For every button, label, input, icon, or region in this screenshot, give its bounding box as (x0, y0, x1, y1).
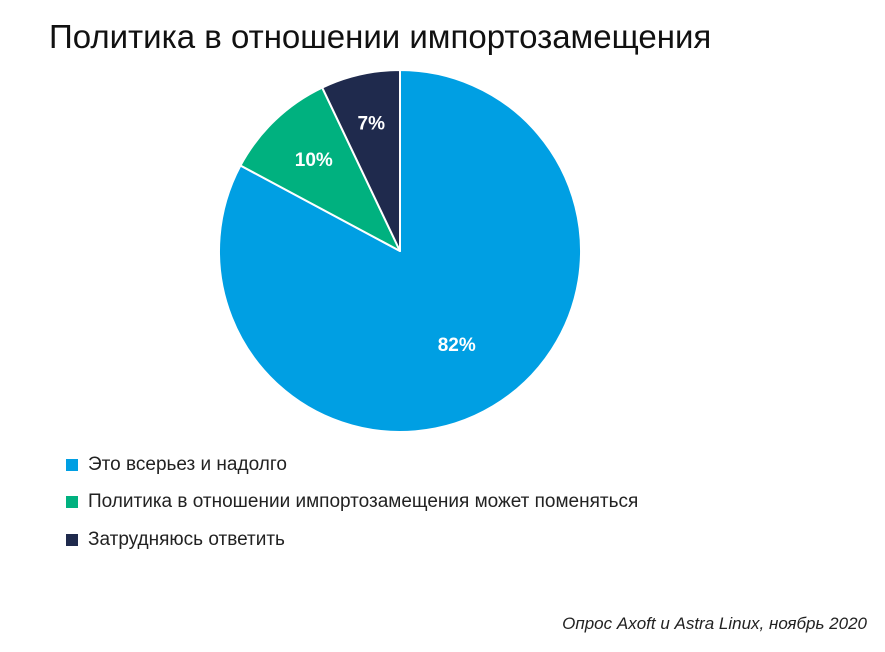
legend-item: Затрудняюсь ответить (66, 521, 638, 559)
pie-slice (321, 69, 401, 252)
chart-title: Политика в отношении импортозамещения (49, 18, 712, 55)
slice-data-label: 7% (358, 113, 386, 134)
legend-label: Затрудняюсь ответить (88, 528, 285, 550)
legend: Это всерьез и надолго Политика в отношен… (66, 446, 638, 559)
legend-item: Политика в отношении импортозамещения мо… (66, 484, 638, 522)
legend-item: Это всерьез и надолго (66, 446, 638, 484)
slice-data-label: 82% (438, 335, 476, 356)
source-note: Опрос Axoft и Astra Linux, ноябрь 2020 (562, 614, 867, 633)
legend-swatch (66, 496, 78, 509)
legend-label: Это всерьез и надолго (88, 453, 287, 475)
slice-data-label: 10% (295, 150, 333, 171)
pie-slice (239, 86, 401, 252)
legend-swatch (66, 533, 78, 546)
legend-swatch (66, 458, 78, 471)
pie-slice (218, 69, 582, 433)
legend-label: Политика в отношении импортозамещения мо… (88, 491, 639, 513)
